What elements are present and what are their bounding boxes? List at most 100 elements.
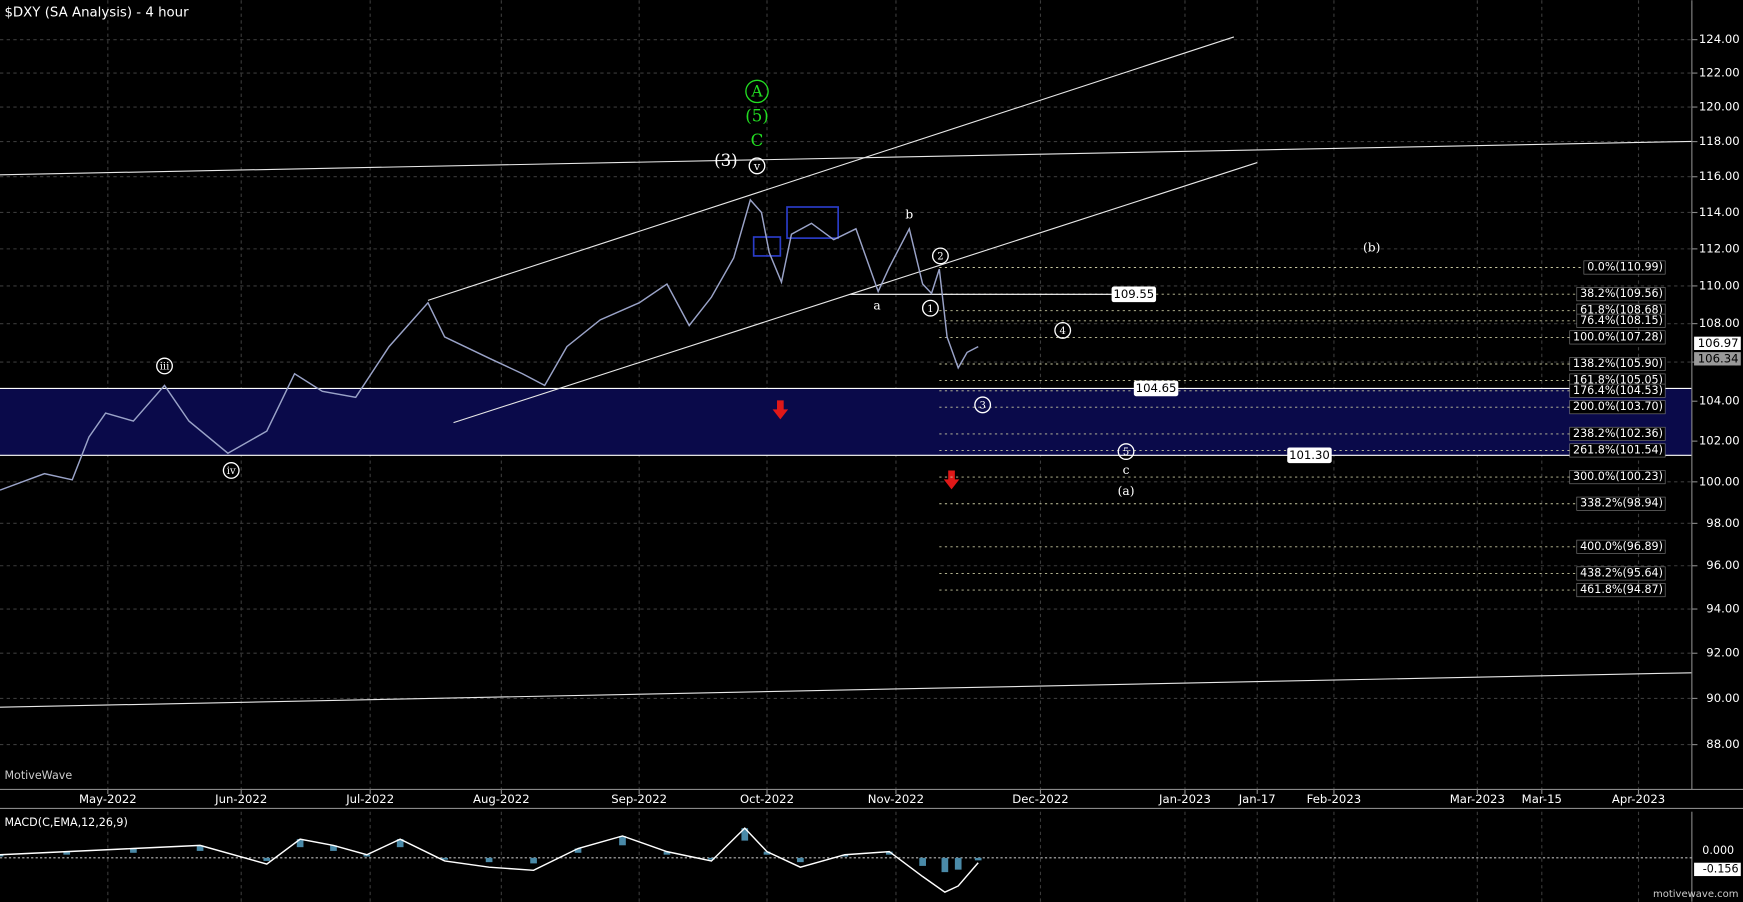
macd-histogram (741, 828, 749, 841)
wave-label: iii (160, 362, 170, 373)
y-tick-label: 100.00 (1699, 474, 1740, 488)
price-tag-label: 106.97 (1698, 336, 1739, 350)
y-tick-label: 124.00 (1699, 32, 1740, 46)
fib-label: 438.2%(95.64) (1580, 566, 1663, 579)
x-tick-label: Jul-2022 (345, 792, 394, 806)
key-level-label: 104.65 (1136, 381, 1177, 395)
macd-histogram (0, 854, 4, 857)
y-tick-label: 110.00 (1699, 278, 1740, 292)
y-tick-label: 114.00 (1699, 205, 1740, 219)
y-tick-label: 102.00 (1699, 434, 1740, 448)
fib-label: 0.0%(110.99) (1587, 260, 1663, 273)
fib-label-box (1569, 426, 1666, 441)
trend-line (427, 36, 1235, 301)
arrow-down (772, 400, 789, 420)
y-tick-label: 90.00 (1706, 691, 1739, 705)
fib-label-box (1576, 287, 1666, 302)
price-tag-label: 106.34 (1698, 351, 1739, 365)
macd-histogram (441, 857, 448, 860)
macd-histogram (974, 857, 982, 861)
macd-histogram (196, 845, 204, 851)
macd-histogram (130, 848, 137, 853)
wave-label: iv (227, 466, 236, 477)
wave-label: (5) (745, 106, 769, 125)
annotation-circle (222, 462, 240, 479)
price-tag (1694, 352, 1741, 366)
macd-histogram (941, 857, 949, 873)
footer: motivewave.com (1653, 889, 1739, 900)
key-level-box (1133, 380, 1179, 397)
macd-tag-label: -0.156 (1703, 862, 1739, 875)
wave-label: (3) (714, 151, 738, 170)
macd-histogram (574, 848, 582, 853)
fib-label-box (1576, 566, 1666, 581)
y-tick-label: 108.00 (1699, 316, 1740, 330)
fib-label: 161.8%(105.05) (1573, 374, 1663, 387)
y-tick-label: 120.00 (1699, 100, 1740, 114)
macd-histogram (797, 857, 804, 863)
x-tick-label: Aug-2022 (473, 792, 530, 806)
macd-histogram (919, 857, 926, 866)
fib-label: 100.0%(107.28) (1573, 330, 1663, 343)
fib-label-box (1569, 400, 1666, 415)
wave-label: a (873, 298, 880, 312)
x-tick-label: Mar-2023 (1450, 792, 1505, 806)
y-tick-label: 0.000 (1702, 844, 1734, 857)
fib-label-box (1569, 443, 1666, 458)
annotation-circle (921, 299, 939, 317)
annotation-circle (974, 396, 992, 414)
annotation-circle (748, 157, 766, 175)
wave-label: C (751, 131, 764, 150)
trend-lines (0, 36, 1692, 708)
fib-label: 261.8%(101.54) (1573, 443, 1663, 456)
wave-label: c (1123, 463, 1130, 477)
fib-label-box (1583, 260, 1666, 275)
y-tick-label: 88.00 (1706, 737, 1739, 751)
key-level-label: 109.55 (1113, 287, 1154, 301)
x-tick-label: Apr-2023 (1612, 792, 1665, 806)
x-tick-label: May-2022 (79, 792, 137, 806)
wave-label: A (750, 83, 763, 101)
trend-line (0, 672, 1692, 708)
macd-histogram (885, 851, 893, 855)
price-pane: 88.00 90.00 92.00 94.00 96.00 98.00 100.00 102.… (0, 32, 1741, 806)
macd-histogram (763, 851, 771, 855)
x-tick-label: Mar-15 (1522, 792, 1562, 806)
key-level-label: 101.30 (1289, 448, 1330, 462)
price-tag (1694, 336, 1741, 351)
price-line (0, 198, 979, 491)
annotation-circle (156, 357, 173, 375)
annotation-circle (1117, 443, 1135, 461)
annotation-circle (1054, 321, 1072, 339)
arrow-down (943, 470, 960, 490)
fib-label: 138.2%(105.90) (1573, 357, 1663, 370)
fib-label-box (1576, 583, 1666, 598)
y-tick-label: 116.00 (1699, 169, 1740, 183)
macd-histogram (63, 851, 71, 855)
key-level-box (1287, 447, 1332, 464)
macd-histogram (396, 839, 404, 848)
macd-histogram (841, 854, 849, 857)
fib-label-box (1576, 313, 1666, 328)
wave-label: 3 (979, 400, 985, 411)
y-tick-label: 122.00 (1699, 66, 1740, 80)
macd-histogram (296, 839, 304, 848)
fib-label-box (1569, 470, 1666, 485)
macd-histogram (330, 845, 337, 851)
macd-tag (1694, 862, 1741, 877)
fib-label: 400.0%(96.89) (1580, 540, 1663, 553)
x-tick-label: Jan-17 (1238, 792, 1276, 806)
macd-histogram (619, 836, 626, 846)
x-tick-label: Oct-2022 (740, 792, 794, 806)
wave-label: 2 (937, 252, 943, 263)
y-tick-label: 94.00 (1706, 602, 1739, 616)
fib-label-box (1569, 383, 1666, 398)
fib-label: 76.4%(108.15) (1580, 314, 1663, 327)
fib-label: 176.4%(104.53) (1573, 384, 1663, 397)
fib-label: 200.0%(103.70) (1573, 400, 1663, 413)
macd-histogram (954, 857, 962, 870)
y-tick-label: 112.00 (1699, 241, 1740, 255)
y-tick-label: 104.00 (1699, 394, 1740, 408)
